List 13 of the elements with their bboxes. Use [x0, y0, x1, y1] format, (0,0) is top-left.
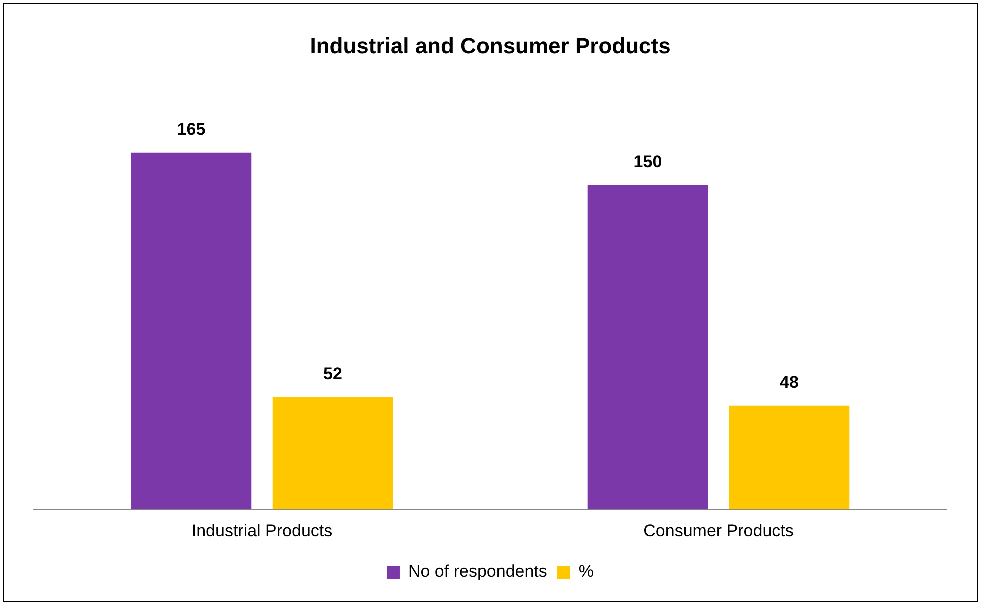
data-label: 165 — [177, 120, 206, 140]
data-label: 48 — [780, 373, 799, 392]
legend-label: No of respondents — [408, 562, 548, 582]
chart-title: Industrial and Consumer Products — [310, 33, 671, 58]
bar — [131, 152, 252, 510]
x-tick-label: Industrial Products — [192, 521, 333, 540]
bar — [272, 397, 394, 510]
data-label: 150 — [634, 152, 662, 172]
bar — [588, 185, 708, 510]
bar — [729, 406, 850, 510]
data-label: 52 — [324, 364, 342, 384]
legend-label: % — [578, 562, 594, 582]
x-tick-label: Consumer Products — [644, 521, 794, 540]
